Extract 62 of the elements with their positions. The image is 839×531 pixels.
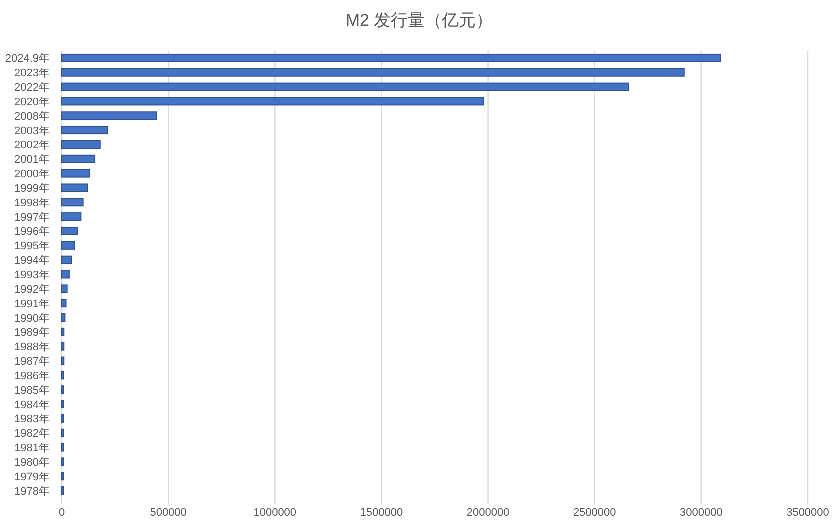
bar (62, 154, 96, 164)
y-tick-label: 2020年 (14, 96, 50, 108)
x-tick-label: 3500000 (786, 507, 830, 519)
y-tick-label: 1981年 (14, 442, 50, 455)
y-tick-label: 1983年 (14, 414, 50, 426)
bar (62, 314, 66, 322)
bar (62, 198, 84, 207)
y-tick-label: 1996年 (14, 226, 50, 238)
y-tick-label: 2001年 (14, 154, 50, 166)
x-tick-label: 2000000 (466, 507, 510, 519)
bar (62, 212, 82, 222)
y-tick-label: 2000年 (14, 168, 50, 181)
x-tick-label: 0 (58, 507, 66, 519)
y-tick-label: 1979年 (14, 471, 50, 484)
y-tick-label: 1990年 (14, 312, 50, 325)
x-tick-label: 1500000 (360, 507, 404, 519)
x-tick-label: 2500000 (573, 507, 616, 519)
y-tick-label: 1995年 (14, 240, 50, 253)
bar (62, 54, 722, 62)
y-tick-label: 1993年 (14, 270, 50, 282)
bar (62, 126, 108, 135)
bar (62, 342, 65, 351)
y-tick-label: 1999年 (14, 182, 50, 195)
y-tick-label: 2002年 (14, 140, 50, 152)
bar (62, 284, 68, 294)
x-tick-label: 1000000 (254, 507, 297, 519)
y-tick-label: 2003年 (14, 125, 50, 138)
y-tick-label: 2023年 (14, 68, 50, 80)
y-tick-label: 1997年 (14, 212, 50, 224)
y-tick-label: 1987年 (14, 356, 50, 368)
bar (62, 82, 630, 92)
bar (62, 241, 76, 250)
y-tick-label: 1986年 (14, 370, 50, 382)
y-tick-label: 1978年 (14, 486, 50, 498)
y-tick-label: 2024.9年 (5, 53, 50, 66)
bar (62, 169, 90, 178)
x-tick-label: 3000000 (680, 507, 723, 519)
y-tick-label: 1980年 (14, 456, 50, 469)
y-tick-label: 1994年 (14, 255, 50, 268)
bar (62, 356, 65, 366)
bar (62, 97, 485, 106)
y-tick-label: 1988年 (14, 342, 50, 354)
y-tick-label: 1998年 (14, 197, 50, 210)
y-tick-label: 1991年 (14, 298, 50, 310)
y-tick-label: 2022年 (14, 82, 50, 94)
bar (62, 140, 101, 149)
y-tick-label: 2008年 (14, 110, 50, 123)
y-tick-label: 1989年 (14, 327, 50, 340)
bar (62, 299, 67, 308)
bar (62, 226, 78, 236)
y-tick-label: 1982年 (14, 428, 50, 440)
bar (62, 112, 158, 120)
y-tick-label: 1985年 (14, 384, 50, 397)
y-tick-label: 1992年 (14, 284, 50, 296)
bar (62, 328, 65, 336)
x-tick-label: 500000 (150, 507, 187, 519)
bar (62, 270, 70, 279)
y-tick-label: 1984年 (14, 399, 50, 412)
bar (62, 184, 88, 192)
chart-title: M2 发行量（亿元） (346, 11, 494, 30)
bar (62, 68, 685, 77)
bar (62, 256, 72, 264)
